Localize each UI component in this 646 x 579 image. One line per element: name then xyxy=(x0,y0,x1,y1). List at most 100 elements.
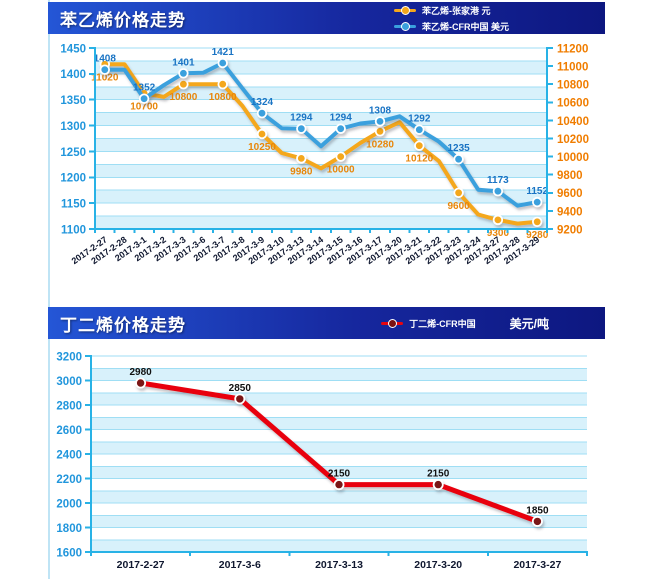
data-point-marker xyxy=(453,153,464,165)
y-axis-tick-label: 2600 xyxy=(56,425,82,437)
data-label: 1850 xyxy=(526,505,549,516)
data-label: 1292 xyxy=(408,114,431,125)
y-axis-left-labels: 3200 3000 2800 2600 2400 2200 2000 1800 1600 xyxy=(56,351,91,559)
legend-item: 苯乙烯-CFR中国 美元 xyxy=(394,20,509,33)
plot-stripes xyxy=(95,60,547,229)
legend-label: 苯乙烯-张家港 元 xyxy=(422,5,491,16)
butadiene-chart-header: 丁二烯价格走势 丁二烯-CFR中国 美元/吨 xyxy=(48,307,605,339)
data-label: 1152 xyxy=(526,186,548,197)
data-point-marker xyxy=(432,479,444,491)
y-axis-tick-label: 9800 xyxy=(557,170,583,182)
x-axis-labels: 2017-2-27 2017-3-6 2017-3-13 2017-3-20 2017-… xyxy=(117,559,562,571)
data-label: 1352 xyxy=(133,83,156,94)
y-axis-tick-label: 1150 xyxy=(61,199,86,211)
y-axis-tick-label: 3200 xyxy=(56,351,82,363)
data-label: 10250 xyxy=(248,142,276,153)
data-label: 10280 xyxy=(366,139,394,150)
y-axis-tick-label: 1400 xyxy=(60,69,86,81)
data-point-marker xyxy=(532,216,543,228)
data-label: 10000 xyxy=(327,165,355,176)
data-point-marker xyxy=(234,393,246,405)
data-point-marker xyxy=(374,126,386,137)
butadiene-chart-title: 丁二烯价格走势 xyxy=(60,315,186,335)
y-axis-tick-label: 1300 xyxy=(60,121,86,133)
data-label: 1294 xyxy=(290,113,313,124)
data-label: 9980 xyxy=(290,166,313,177)
y-axis-tick-label: 9400 xyxy=(557,206,583,218)
data-point-marker xyxy=(414,140,425,151)
legend-item: 苯乙烯-张家港 元 xyxy=(394,4,491,17)
y-axis-tick-label: 10200 xyxy=(557,134,589,146)
legend-line-marker-icon xyxy=(394,5,416,15)
data-label: 10800 xyxy=(169,92,197,103)
data-point-marker xyxy=(333,479,345,491)
gridlines xyxy=(95,47,547,230)
gridlines xyxy=(91,355,587,553)
butadiene-header-right: 丁二烯-CFR中国 美元/吨 xyxy=(381,315,549,332)
data-point-marker xyxy=(532,196,543,208)
plot-stripes xyxy=(91,368,587,552)
legend-item: 丁二烯-CFR中国 xyxy=(381,317,476,330)
styrene-chart-header: 苯乙烯价格走势 苯乙烯-张家港 元苯乙烯-CFR中国 美元 xyxy=(48,2,605,34)
y-axis-tick-label: 11000 xyxy=(557,61,588,73)
y-axis-tick-label: 3000 xyxy=(56,376,82,388)
data-label: 1235 xyxy=(447,143,470,154)
series-0-labels: 11020 10700 10800 10800 10250 9980 10000 10280 1… xyxy=(91,72,549,241)
data-point-marker xyxy=(135,377,147,389)
data-label: 10800 xyxy=(209,92,237,103)
data-point-marker xyxy=(217,57,228,69)
data-label: 1173 xyxy=(487,175,509,186)
y-axis-tick-label: 2200 xyxy=(56,474,82,486)
data-point-marker xyxy=(414,124,425,135)
data-point-marker xyxy=(296,123,307,134)
data-label: 2850 xyxy=(229,383,252,394)
x-axis-labels: 2017-2-272017-2-282017-3-12017-3-22017-3… xyxy=(70,234,542,266)
x-axis-tick-label: 2017-3-13 xyxy=(315,559,363,571)
data-label: 1421 xyxy=(212,47,235,58)
data-label: 1308 xyxy=(369,105,392,116)
y-axis-tick-label: 1100 xyxy=(61,224,86,236)
data-point-marker xyxy=(178,68,189,79)
styrene-chart-legend: 苯乙烯-张家港 元苯乙烯-CFR中国 美元 xyxy=(394,4,509,33)
x-axis-ticks xyxy=(90,552,588,556)
y-axis-tick-label: 1600 xyxy=(56,547,82,559)
y-axis-tick-label: 9600 xyxy=(557,188,583,200)
y-axis-tick-label: 1200 xyxy=(60,173,86,185)
series-1 xyxy=(99,57,543,208)
data-point-marker xyxy=(178,79,189,90)
series-1-labels: 1408 1352 1401 1421 1324 1294 1294 1308 1292 1235… xyxy=(94,47,549,197)
y-axis-tick-label: 11200 xyxy=(557,43,588,55)
data-label: 9300 xyxy=(487,228,510,239)
data-label: 9600 xyxy=(447,201,470,212)
legend-label: 苯乙烯-CFR中国 美元 xyxy=(422,21,509,32)
data-point-marker xyxy=(492,214,504,226)
legend-label: 丁二烯-CFR中国 xyxy=(409,318,476,329)
data-label: 11020 xyxy=(91,72,119,83)
data-label: 2980 xyxy=(129,367,152,378)
data-point-marker xyxy=(99,64,111,75)
butadiene-chart-plot: 2980 2850 2150 2150 1850 3200 3000 2800 2600 2400… xyxy=(56,351,588,571)
y-axis-tick-label: 9200 xyxy=(557,224,583,236)
legend-line-marker-icon xyxy=(381,318,404,328)
data-point-marker xyxy=(453,187,464,199)
data-label: 9280 xyxy=(526,230,549,241)
y-axis-tick-label: 10600 xyxy=(557,98,589,110)
y-axis-tick-label: 1350 xyxy=(60,95,86,107)
data-point-marker xyxy=(256,128,268,140)
butadiene-chart-legend: 丁二烯-CFR中国 xyxy=(381,317,476,330)
data-point-marker xyxy=(256,107,268,119)
data-point-marker xyxy=(217,79,228,90)
x-axis-tick-label: 2017-3-20 xyxy=(414,559,462,571)
data-label: 2150 xyxy=(328,469,351,480)
data-label: 1401 xyxy=(172,57,195,68)
y-axis-tick-label: 10800 xyxy=(557,80,589,92)
x-axis-tick-label: 2017-3-6 xyxy=(219,559,261,571)
data-point-marker xyxy=(335,151,346,162)
y-axis-tick-label: 2400 xyxy=(56,449,82,461)
data-point-marker xyxy=(374,116,386,127)
y-axis-tick-label: 2000 xyxy=(56,498,82,510)
y-axis-tick-label: 1250 xyxy=(60,147,86,159)
page-left-border xyxy=(48,0,50,579)
